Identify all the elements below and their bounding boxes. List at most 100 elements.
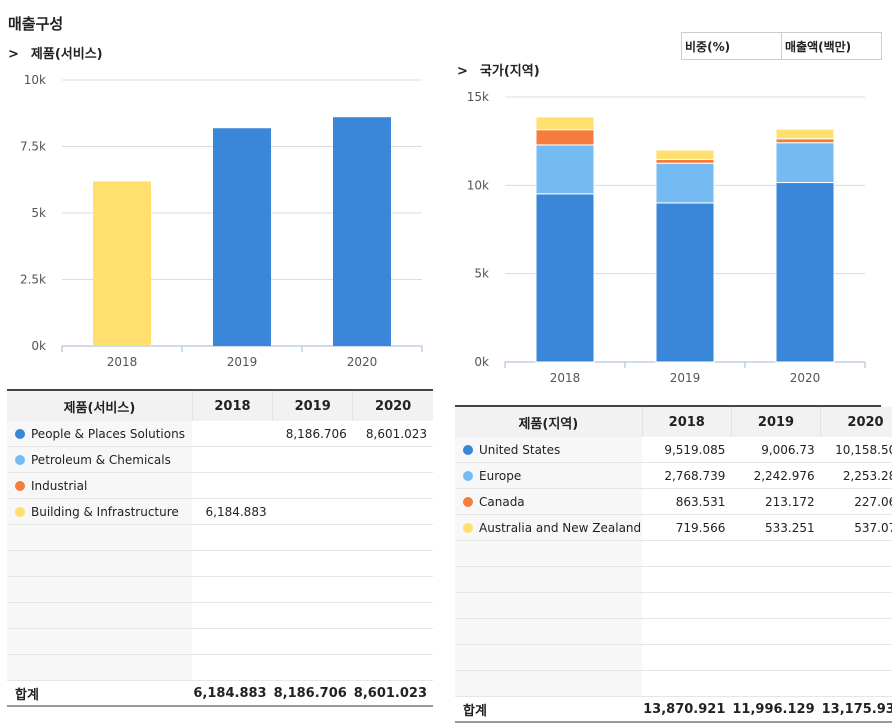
total-row: 합계 6,184.883 8,186.706 8,601.023: [7, 680, 433, 707]
product-table: 제품(서비스) 2018 2019 2020 People & Places S…: [7, 389, 433, 707]
section-header-region[interactable]: > 국가(지역): [457, 60, 540, 79]
bar-segment: [535, 144, 595, 195]
table-cell: 2,253.284: [820, 462, 892, 489]
toggle-share-percent[interactable]: 비중(%): [685, 39, 731, 54]
bar: [213, 128, 271, 346]
bar-segment: [535, 193, 595, 363]
table-header-row: 제품(서비스) 2018 2019 2020: [7, 391, 433, 421]
empty-row: [7, 654, 433, 681]
page-title: 매출구성: [8, 15, 64, 33]
total-cell: 11,996.129: [731, 696, 821, 723]
table-cell: [192, 446, 273, 473]
table-cell: [272, 446, 353, 473]
legend-dot-icon: [15, 454, 25, 465]
empty-row: [455, 566, 892, 593]
empty-row: [7, 628, 433, 655]
total-label: 합계: [455, 696, 643, 723]
legend-dot-icon: [463, 470, 473, 481]
row-label: Canada: [455, 488, 643, 515]
table-cell: [192, 472, 273, 499]
y-tick-label: 15k: [467, 90, 489, 104]
x-tick-label: 2020: [347, 355, 378, 369]
bar: [333, 117, 391, 346]
total-cell: 13,870.921: [642, 696, 732, 723]
column-header: 2018: [192, 391, 274, 421]
bar-segment: [655, 162, 715, 204]
empty-row: [7, 524, 433, 551]
bar-segment: [775, 138, 835, 144]
table-cell: 9,519.085: [642, 437, 732, 463]
total-row: 합계 13,870.921 11,996.129 13,175.935: [455, 696, 892, 723]
table-cell: 227.067: [820, 488, 892, 515]
y-tick-label: 5k: [474, 267, 489, 281]
row-label: Petroleum & Chemicals: [7, 446, 193, 473]
legend-dot-icon: [15, 428, 25, 439]
empty-row: [7, 576, 433, 603]
table-row: Canada 863.531 213.172 227.067: [455, 488, 892, 515]
bar-segment: [655, 149, 715, 160]
total-label: 합계: [7, 680, 193, 707]
toggle-sales-amount[interactable]: 매출액(백만): [781, 33, 881, 59]
legend-dot-icon: [463, 444, 473, 455]
table-row: People & Places Solutions 8,186.706 8,60…: [7, 421, 433, 447]
y-tick-label: 5k: [31, 206, 46, 220]
x-tick-label: 2019: [670, 371, 701, 385]
table-cell: 863.531: [642, 488, 732, 515]
row-label: Industrial: [7, 472, 193, 499]
table-row: Building & Infrastructure 6,184.883: [7, 498, 433, 525]
column-header: 2019: [731, 407, 822, 437]
column-header: 2020: [820, 407, 892, 437]
x-tick-label: 2018: [550, 371, 581, 385]
table-cell: 8,186.706: [272, 421, 353, 447]
total-cell: 13,175.935: [820, 696, 892, 723]
y-tick-label: 7.5k: [20, 140, 46, 154]
table-cell: [352, 446, 433, 473]
table-cell: [352, 472, 433, 499]
table-header-row: 제품(지역) 2018 2019 2020: [455, 407, 892, 437]
section-title-region: 국가(지역): [479, 64, 540, 79]
legend-dot-icon: [463, 496, 473, 507]
total-cell: 8,186.706: [272, 680, 353, 707]
y-tick-label: 2.5k: [20, 273, 46, 287]
x-tick-label: 2018: [107, 355, 138, 369]
table-cell: 537.076: [820, 514, 892, 541]
section-title-product: 제품(서비스): [30, 47, 103, 62]
table-cell: 2,242.976: [731, 462, 821, 489]
row-label: Australia and New Zealand: [455, 514, 643, 541]
total-cell: 8,601.023: [352, 680, 433, 707]
section-header-product[interactable]: > 제품(서비스): [8, 43, 103, 62]
y-tick-label: 0k: [31, 339, 46, 353]
unit-toggle: 비중(%) 매출액(백만): [681, 32, 882, 60]
bar-segment: [655, 158, 715, 164]
bar-segment: [775, 182, 835, 363]
table-cell: [272, 472, 353, 499]
bar-segment: [655, 202, 715, 363]
row-label: Building & Infrastructure: [7, 498, 193, 525]
table-row: United States 9,519.085 9,006.73 10,158.…: [455, 437, 892, 463]
chevron-right-icon: >: [8, 47, 19, 62]
row-label: People & Places Solutions: [7, 421, 193, 447]
table-cell: 10,158.508: [820, 437, 892, 463]
column-header: 2018: [642, 407, 732, 437]
column-header: 제품(지역): [455, 407, 643, 437]
table-cell: 213.172: [731, 488, 821, 515]
table-cell: 719.566: [642, 514, 732, 541]
empty-row: [7, 550, 433, 577]
x-tick-label: 2020: [790, 371, 821, 385]
region-revenue-chart: 0k 5k 10k 15k 2018 2019 2020: [467, 90, 866, 385]
product-revenue-chart: 0k 2.5k 5k 7.5k 10k 2018 2019 2020: [20, 73, 423, 369]
legend-dot-icon: [15, 506, 25, 517]
total-cell: 6,184.883: [192, 680, 273, 707]
bar-segment: [775, 128, 835, 140]
y-tick-label: 0k: [474, 355, 489, 369]
chevron-right-icon: >: [457, 64, 468, 79]
bar-segment: [535, 129, 595, 146]
table-cell: 533.251: [731, 514, 821, 541]
row-label: United States: [455, 437, 643, 463]
bar-segment: [775, 142, 835, 184]
x-tick-label: 2019: [227, 355, 258, 369]
region-table: 제품(지역) 2018 2019 2020 United States 9,51…: [455, 405, 892, 723]
table-cell: 2,768.739: [642, 462, 732, 489]
table-cell: [272, 498, 353, 525]
column-header: 2020: [352, 391, 433, 421]
